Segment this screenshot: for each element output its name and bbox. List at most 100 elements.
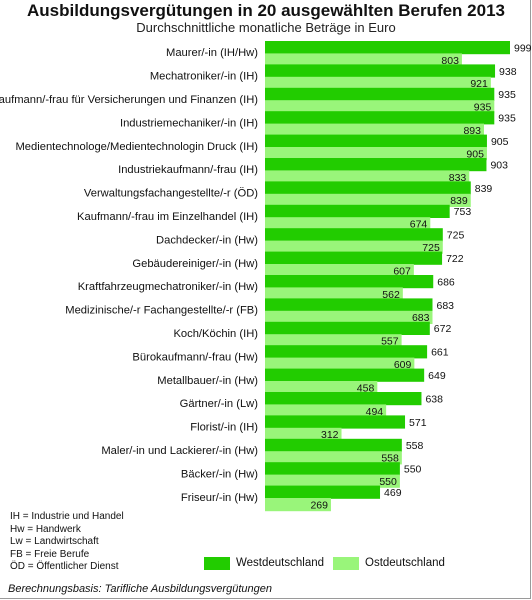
bar-ost xyxy=(265,287,403,301)
bar-west xyxy=(265,251,443,265)
bar-ost xyxy=(265,170,470,184)
bar-ost xyxy=(265,123,485,137)
legend-swatch-ost xyxy=(333,556,359,570)
bar-west xyxy=(265,111,495,125)
bar-ost xyxy=(265,474,400,488)
bar-ost xyxy=(265,334,402,348)
category-label: Kraftfahrzeugmechatroniker/-in (Hw) xyxy=(78,281,259,293)
category-label: Gärtner/-in (Lw) xyxy=(180,398,259,410)
bar-west xyxy=(265,204,450,218)
value-label-ost: 562 xyxy=(382,289,400,301)
abbreviation-legend: IH = Industrie und Handel Hw = Handwerk … xyxy=(10,511,124,574)
category-label: Kaufmann/-frau im Einzelhandel (IH) xyxy=(77,211,258,223)
value-label-west: 935 xyxy=(498,89,516,101)
abbreviation-ih: IH = Industrie und Handel xyxy=(10,511,124,522)
abbreviation-fb: FB = Freie Berufe xyxy=(10,548,90,560)
value-label-ost: 607 xyxy=(393,265,411,277)
chart-subtitle: Durchschnittliche monatliche Beträge in … xyxy=(136,20,396,35)
category-label: Metallbauer/-in (Hw) xyxy=(157,375,258,387)
bar-ost xyxy=(265,100,495,114)
bar-ost xyxy=(265,76,491,90)
value-label-west: 722 xyxy=(446,253,464,265)
category-label: Medizinische/-r Fachangestellte/-r (FB) xyxy=(65,305,258,317)
legend-item-west: Westdeutschland xyxy=(204,556,324,570)
value-label-ost: 725 xyxy=(422,242,440,254)
value-label-west: 672 xyxy=(434,323,452,335)
value-label-ost: 550 xyxy=(379,476,397,488)
bar-west xyxy=(265,64,496,78)
legend-label-west: Westdeutschland xyxy=(236,557,325,569)
bar-ost xyxy=(265,264,414,278)
value-label-west: 725 xyxy=(447,230,465,242)
bar-west xyxy=(265,158,487,172)
value-label-west: 686 xyxy=(437,276,455,288)
value-label-ost: 458 xyxy=(357,382,375,394)
bar-ost xyxy=(265,217,431,231)
category-label: Florist/-in (IH) xyxy=(190,422,258,434)
legend-item-ost: Ostdeutschland xyxy=(333,556,445,570)
value-label-west: 571 xyxy=(409,417,427,429)
bar-ost xyxy=(265,427,342,441)
value-label-west: 903 xyxy=(490,159,508,171)
value-label-west: 935 xyxy=(498,113,516,125)
value-label-west: 753 xyxy=(454,206,472,218)
category-label: Gebäudereiniger/-in (Hw) xyxy=(132,258,258,270)
bar-ost xyxy=(265,193,471,207)
bar-west xyxy=(265,392,422,406)
value-label-ost: 558 xyxy=(381,453,399,465)
value-label-ost: 833 xyxy=(449,172,467,184)
category-label: Industriemechaniker/-in (IH) xyxy=(120,117,258,129)
value-label-ost: 921 xyxy=(470,78,488,90)
category-label: Maler/-in und Lackierer/-in (Hw) xyxy=(101,445,258,457)
value-label-west: 683 xyxy=(437,300,455,312)
abbreviation-hw: Hw = Handwerk xyxy=(10,523,81,535)
value-label-west: 938 xyxy=(499,66,517,78)
value-label-ost: 839 xyxy=(450,195,468,207)
abbreviation-od: ÖD = Öffentlicher Dienst xyxy=(10,561,119,573)
bar-ost xyxy=(265,498,331,512)
bar-ost xyxy=(265,240,443,254)
bar-west xyxy=(265,462,400,476)
legend-swatch-west xyxy=(204,556,230,570)
bar-west xyxy=(265,345,428,359)
bar-ost xyxy=(265,357,415,371)
bar-west xyxy=(265,368,425,382)
category-label: Dachdecker/-in (Hw) xyxy=(156,234,258,246)
value-label-west: 905 xyxy=(491,136,509,148)
value-label-west: 469 xyxy=(384,487,402,499)
category-label: Koch/Köchin (IH) xyxy=(173,328,258,340)
value-label-west: 661 xyxy=(431,347,449,359)
legend-label-ost: Ostdeutschland xyxy=(365,557,445,569)
value-label-west: 550 xyxy=(404,464,422,476)
category-label: Friseur/-in (Hw) xyxy=(181,492,258,504)
category-label: Medientechnologe/Medientechnologin Druck… xyxy=(15,141,258,153)
bar-ost xyxy=(265,404,387,418)
value-label-west: 999 xyxy=(514,42,532,54)
category-label: Kaufmann/-frau für Versicherungen und Fi… xyxy=(0,94,258,106)
bar-ost xyxy=(265,53,462,67)
bar-ost xyxy=(265,310,433,324)
value-label-ost: 312 xyxy=(321,429,339,441)
bar-west xyxy=(265,298,433,312)
category-label: Industriekaufmann/-frau (IH) xyxy=(118,164,258,176)
value-label-ost: 683 xyxy=(412,312,430,324)
value-label-ost: 905 xyxy=(466,148,484,160)
abbreviation-lw: Lw = Landwirtschaft xyxy=(10,536,99,548)
value-label-ost: 269 xyxy=(310,499,328,511)
value-label-ost: 609 xyxy=(394,359,412,371)
chart-title: Ausbildungsvergütungen in 20 ausgewählte… xyxy=(27,1,505,20)
value-label-west: 558 xyxy=(406,440,424,452)
bar-ost xyxy=(265,381,378,395)
value-label-ost: 893 xyxy=(463,125,481,137)
bar-west xyxy=(265,415,406,429)
value-label-ost: 935 xyxy=(474,102,492,114)
value-label-ost: 494 xyxy=(366,406,384,418)
bar-west xyxy=(265,134,487,148)
value-label-west: 649 xyxy=(428,370,446,382)
value-label-west: 638 xyxy=(425,393,443,405)
value-label-west: 839 xyxy=(475,183,493,195)
bar-west xyxy=(265,485,381,499)
bar-west xyxy=(265,321,430,335)
